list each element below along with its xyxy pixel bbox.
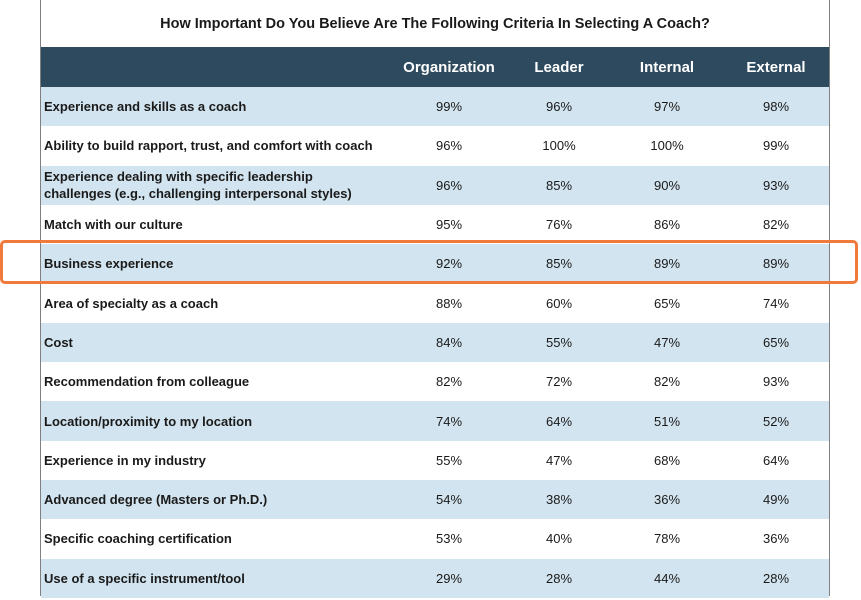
value-cell-organization: 88% bbox=[435, 295, 463, 311]
value-cell-internal: 86% bbox=[653, 217, 681, 233]
table-row: Location/proximity to my location 74% 64% 5… bbox=[41, 401, 829, 441]
table-title: How Important Do You Believe Are The Fol… bbox=[160, 15, 710, 32]
table-frame: How Important Do You Believe Are The Fol… bbox=[40, 0, 830, 598]
row-label: Ability to build rapport, trust, and com… bbox=[44, 138, 373, 154]
value-cell-internal: 82% bbox=[653, 374, 681, 390]
table-row: Advanced degree (Masters or Ph.D.) 54% 38%… bbox=[41, 480, 829, 520]
value-cell-organization: 99% bbox=[435, 99, 463, 115]
value-cell-leader: 72% bbox=[545, 374, 573, 390]
table-row: Recommendation from colleague 82% 72% 82% 93… bbox=[41, 362, 829, 401]
table-row: Experience dealing with specific leaders… bbox=[41, 165, 829, 205]
value-cell-internal: 97% bbox=[653, 99, 681, 115]
row-label: Recommendation from colleague bbox=[44, 374, 250, 390]
value-cell-internal: 68% bbox=[653, 452, 681, 468]
table-row: Cost 84% 55% 47% 65% bbox=[41, 322, 829, 363]
value-cell-internal: 44% bbox=[653, 570, 681, 586]
value-cell-organization: 74% bbox=[435, 413, 463, 429]
row-label: Use of a specific instrument/tool bbox=[44, 570, 245, 586]
column-header-organization: Organization bbox=[403, 58, 495, 76]
highlight-box bbox=[0, 240, 858, 284]
value-cell-leader: 60% bbox=[545, 295, 573, 311]
value-cell-internal: 36% bbox=[653, 492, 681, 508]
value-cell-organization: 54% bbox=[435, 492, 463, 508]
value-cell-organization: 29% bbox=[435, 570, 463, 586]
value-cell-organization: 84% bbox=[435, 334, 463, 350]
value-cell-organization: 55% bbox=[435, 452, 463, 468]
table-row: Match with our culture 95% 76% 86% 82% bbox=[41, 205, 829, 244]
row-label: Location/proximity to my location bbox=[44, 413, 253, 429]
column-header-leader: Leader bbox=[534, 58, 584, 76]
value-cell-leader: 28% bbox=[545, 570, 573, 586]
value-cell-organization: 95% bbox=[435, 217, 463, 233]
value-cell-internal: 78% bbox=[653, 531, 681, 547]
row-label: Specific coaching certification bbox=[44, 531, 232, 547]
value-cell-leader: 96% bbox=[545, 99, 573, 115]
value-cell-leader: 100% bbox=[542, 138, 576, 154]
value-cell-external: 52% bbox=[762, 413, 790, 429]
value-cell-external: 93% bbox=[762, 374, 790, 390]
value-cell-external: 74% bbox=[762, 295, 790, 311]
row-label: Match with our culture bbox=[44, 217, 183, 233]
row-label: Business experience bbox=[44, 256, 174, 272]
value-cell-external: 64% bbox=[762, 452, 790, 468]
value-cell-organization: 96% bbox=[435, 177, 463, 193]
value-cell-leader: 76% bbox=[545, 217, 573, 233]
value-cell-internal: 100% bbox=[650, 138, 684, 154]
value-cell-leader: 47% bbox=[545, 452, 573, 468]
value-cell-internal: 89% bbox=[653, 256, 681, 272]
value-cell-external: 93% bbox=[762, 177, 790, 193]
value-cell-external: 49% bbox=[762, 492, 790, 508]
value-cell-leader: 55% bbox=[545, 334, 573, 350]
value-cell-internal: 90% bbox=[653, 177, 681, 193]
value-cell-external: 89% bbox=[762, 256, 790, 272]
value-cell-external: 28% bbox=[762, 570, 790, 586]
value-cell-organization: 82% bbox=[435, 374, 463, 390]
value-cell-internal: 47% bbox=[653, 334, 681, 350]
value-cell-external: 36% bbox=[762, 531, 790, 547]
value-cell-internal: 65% bbox=[653, 295, 681, 311]
row-label: Experience and skills as a coach bbox=[44, 99, 247, 115]
row-label: Experience in my industry bbox=[44, 452, 206, 468]
table-row: Use of a specific instrument/tool 29% 28% 4… bbox=[41, 558, 829, 598]
value-cell-leader: 85% bbox=[545, 177, 573, 193]
value-cell-external: 65% bbox=[762, 334, 790, 350]
value-cell-organization: 96% bbox=[435, 138, 463, 154]
value-cell-leader: 38% bbox=[545, 492, 573, 508]
value-cell-external: 99% bbox=[762, 138, 790, 154]
table-header: Organization Leader Internal External bbox=[41, 47, 829, 87]
column-header-external: External bbox=[746, 58, 806, 76]
row-label: Area of specialty as a coach bbox=[44, 295, 219, 311]
value-cell-leader: 40% bbox=[545, 531, 573, 547]
table-row: Area of specialty as a coach 88% 60% 65% 74% bbox=[41, 284, 829, 323]
value-cell-leader: 64% bbox=[545, 413, 573, 429]
row-label: Experience dealing with specific leaders… bbox=[44, 169, 352, 202]
row-label: Advanced degree (Masters or Ph.D.) bbox=[44, 492, 268, 508]
column-header-internal: Internal bbox=[639, 58, 695, 76]
row-label: Cost bbox=[44, 334, 73, 350]
table-row: Experience in my industry 55% 47% 68% 64% bbox=[41, 441, 829, 480]
value-cell-external: 98% bbox=[762, 99, 790, 115]
table-row: Business experience 92% 85% 89% 89% bbox=[41, 244, 829, 284]
table-row: Specific coaching certification 53% 40% 78%… bbox=[41, 519, 829, 558]
table-row: Ability to build rapport, trust, and com… bbox=[41, 126, 829, 165]
value-cell-leader: 85% bbox=[545, 256, 573, 272]
value-cell-organization: 92% bbox=[435, 256, 463, 272]
table-row: Experience and skills as a coach 99% 96% 97… bbox=[41, 87, 829, 127]
value-cell-external: 82% bbox=[762, 217, 790, 233]
value-cell-organization: 53% bbox=[435, 531, 463, 547]
value-cell-internal: 51% bbox=[653, 413, 681, 429]
